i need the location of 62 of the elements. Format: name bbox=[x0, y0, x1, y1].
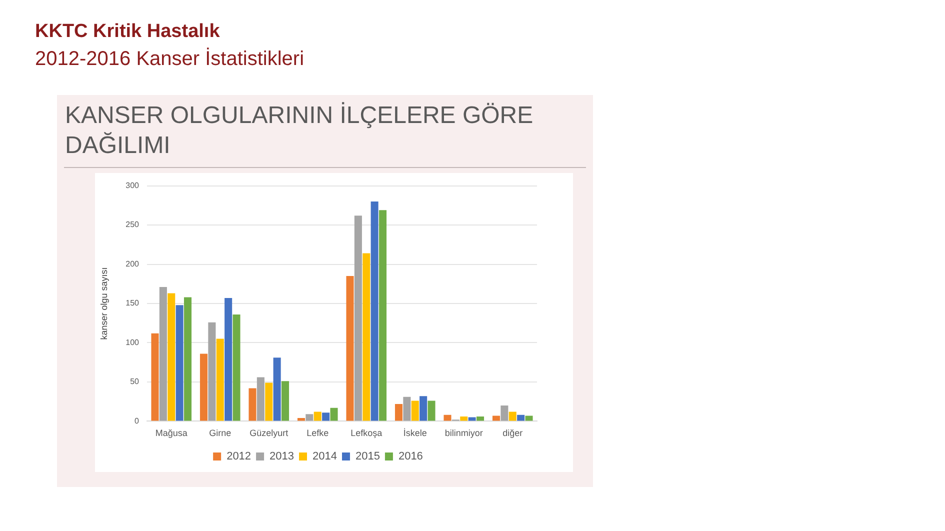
x-tick-label: Lefke bbox=[306, 428, 329, 438]
bar bbox=[273, 358, 281, 421]
bar bbox=[151, 333, 159, 421]
bar bbox=[281, 381, 290, 421]
bar bbox=[256, 377, 264, 421]
bar bbox=[508, 412, 516, 421]
bar bbox=[492, 416, 500, 421]
x-tick-label: diğer bbox=[502, 428, 523, 438]
bar bbox=[346, 276, 354, 421]
bar bbox=[428, 400, 436, 421]
y-axis-title: kanser olgu sayısı bbox=[98, 267, 109, 340]
y-tick-label: 300 bbox=[126, 181, 140, 190]
bar bbox=[232, 314, 240, 421]
chart-title: KKTC Kritik Hastalık bbox=[35, 21, 220, 43]
bar bbox=[362, 253, 370, 421]
x-tick-label: İskele bbox=[403, 428, 427, 438]
y-tick-label: 50 bbox=[130, 377, 140, 386]
bar bbox=[200, 354, 208, 421]
bar bbox=[168, 293, 176, 421]
chart-subtitle: 2012-2016 Kanser İstatistikleri bbox=[35, 48, 304, 71]
x-tick-label: Mağusa bbox=[155, 428, 188, 438]
bar bbox=[411, 400, 419, 421]
bar bbox=[176, 305, 184, 421]
y-tick-label: 0 bbox=[134, 416, 140, 426]
legend-label: 2016 bbox=[398, 450, 423, 463]
bar bbox=[460, 416, 468, 421]
bar bbox=[517, 414, 525, 421]
x-tick-label: bilinmiyor bbox=[444, 428, 483, 438]
bar bbox=[330, 408, 338, 421]
bar bbox=[525, 416, 533, 421]
bar bbox=[216, 338, 224, 421]
y-tick-label: 100 bbox=[126, 338, 140, 347]
y-tick-label: 150 bbox=[126, 298, 140, 308]
bar bbox=[159, 287, 167, 421]
bar bbox=[265, 382, 273, 421]
bar bbox=[297, 418, 306, 421]
legend-label: 2014 bbox=[312, 450, 337, 463]
y-tick-label: 250 bbox=[126, 220, 140, 230]
bar bbox=[354, 216, 362, 421]
bar bbox=[370, 201, 378, 421]
bar bbox=[403, 396, 411, 421]
text: KANSER OLGULARININ İLÇELERE GÖRE DAĞILIMI bbox=[65, 101, 534, 161]
bar bbox=[444, 414, 452, 421]
x-tick-label: Girne bbox=[209, 428, 232, 438]
legend-label: 2012 bbox=[226, 450, 252, 463]
x-tick-label: Lefkoşa bbox=[350, 428, 382, 438]
bar bbox=[476, 416, 484, 421]
legend-label: 2013 bbox=[270, 450, 294, 463]
bar bbox=[394, 404, 403, 421]
bar bbox=[420, 396, 428, 421]
bar bbox=[314, 412, 322, 421]
bar bbox=[500, 406, 508, 421]
bar bbox=[208, 322, 216, 421]
bar bbox=[248, 388, 256, 421]
x-tick-label: Güzelyurt bbox=[250, 428, 289, 438]
legend-label: 2015 bbox=[355, 450, 380, 463]
bar bbox=[224, 298, 232, 421]
y-tick-label: 200 bbox=[126, 259, 140, 268]
bar bbox=[322, 412, 330, 421]
bar bbox=[378, 210, 387, 421]
bar bbox=[306, 414, 314, 421]
bar bbox=[184, 297, 192, 421]
